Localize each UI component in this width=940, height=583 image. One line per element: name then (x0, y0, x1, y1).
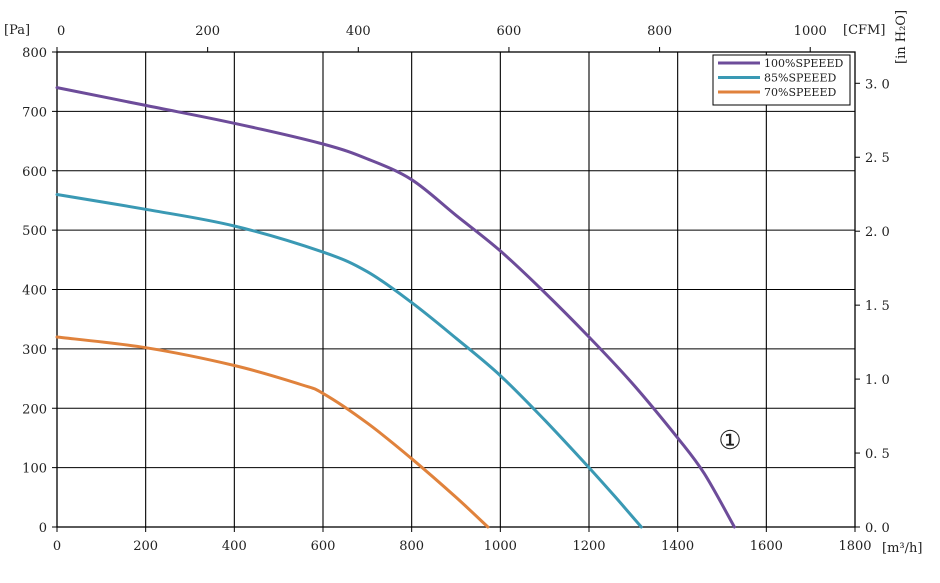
y-tick-label: 700 (22, 105, 47, 120)
right-tick-label: 1. 0 (865, 373, 890, 388)
top-tick-label: 1000 (794, 24, 827, 39)
x-tick-label: 400 (222, 539, 247, 554)
x-tick-label: 600 (311, 539, 336, 554)
right-tick-label: 1. 5 (865, 299, 890, 314)
x-tick-label: 0 (53, 539, 61, 554)
legend-label: 100%SPEEED (764, 57, 843, 70)
right-tick-label: 3. 0 (865, 77, 890, 92)
y-tick-label: 100 (22, 462, 47, 477)
y-tick-label: 0 (39, 521, 47, 536)
series-line-70-speeed (55, 335, 490, 529)
top-tick-label: 400 (346, 24, 371, 39)
right-tick-label: 0. 0 (865, 521, 890, 536)
x-tick-label: 800 (399, 539, 424, 554)
x-tick-label: 1000 (484, 539, 517, 554)
series (55, 86, 736, 529)
right-tick-label: 0. 5 (865, 447, 890, 462)
x-tick-label: 1600 (750, 539, 783, 554)
x-unit-label: [m³/h] (882, 541, 922, 556)
y-unit-label: [Pa] (4, 23, 30, 38)
x-tick-label: 200 (133, 539, 158, 554)
right-unit-label: [in H₂O] (894, 10, 909, 64)
top-tick-label: 200 (195, 24, 220, 39)
y-tick-label: 200 (22, 402, 47, 417)
series-line-85-speeed (55, 193, 643, 529)
axes: 0 200 400 600 800 1000 1200 1400 1600 1800 0 100 200… (22, 24, 890, 554)
top-tick-label: 600 (497, 24, 522, 39)
grid (57, 52, 855, 527)
y-tick-label: 800 (22, 46, 47, 61)
top-unit-label: [CFM] (843, 23, 885, 38)
top-tick-label: 800 (647, 24, 672, 39)
x-tick-label: 1400 (661, 539, 694, 554)
x-tick-label: 1200 (572, 539, 605, 554)
top-tick-label: 0 (57, 24, 65, 39)
series-line-100-speeed (55, 86, 736, 529)
y-tick-label: 400 (22, 284, 47, 299)
y-tick-label: 600 (22, 165, 47, 180)
legend-label: 85%SPEEED (764, 72, 836, 85)
right-tick-label: 2. 5 (865, 151, 890, 166)
x-tick-label: 1800 (838, 539, 871, 554)
y-tick-label: 300 (22, 343, 47, 358)
annotation-label: ① (718, 426, 741, 456)
right-tick-label: 2. 0 (865, 225, 890, 240)
legend-label: 70%SPEEED (764, 86, 836, 99)
y-tick-label: 500 (22, 224, 47, 239)
